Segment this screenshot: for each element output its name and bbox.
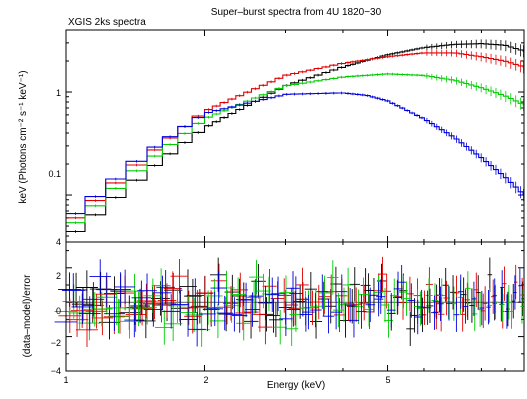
model-curve-2 bbox=[66, 73, 524, 224]
model-curve-1 bbox=[66, 52, 524, 219]
chart-subtitle: XGIS 2ks spectra bbox=[68, 17, 146, 28]
y-tick-label-0.1: 0.1 bbox=[48, 169, 61, 179]
y-tick-label-0: 0 bbox=[56, 306, 61, 316]
y-tick-label-corner: 4 bbox=[56, 237, 61, 247]
x-tick-label-1: 1 bbox=[63, 375, 68, 385]
y-tick-label-1: 1 bbox=[56, 88, 61, 98]
spectrum-panel-frame bbox=[65, 29, 525, 243]
x-tick-label-2: 2 bbox=[203, 375, 208, 385]
y-tick-label-minus2: −2 bbox=[51, 338, 61, 348]
model-curve-0 bbox=[66, 43, 524, 233]
spectrum-panel: 1 0.1 4 bbox=[48, 29, 525, 247]
top-panel-y-axis-label: keV (Photons cm⁻² s⁻¹ keV⁻¹) bbox=[18, 70, 29, 203]
model-curve-3 bbox=[66, 92, 524, 215]
y-tick-label-minus4: −4 bbox=[51, 366, 61, 376]
residual-panel-frame bbox=[65, 241, 525, 372]
x-tick-label-5: 5 bbox=[385, 375, 390, 385]
x-axis-label: Energy (keV) bbox=[267, 380, 325, 391]
bottom-panel-y-axis-label: (data–model)/error bbox=[22, 274, 33, 357]
chart-title: Super–burst spectra from 4U 1820−30 bbox=[211, 7, 382, 18]
y-tick-label-2: 2 bbox=[56, 271, 61, 281]
residual-panel: 2 0 −2 −4 1 2 5 bbox=[51, 241, 525, 385]
